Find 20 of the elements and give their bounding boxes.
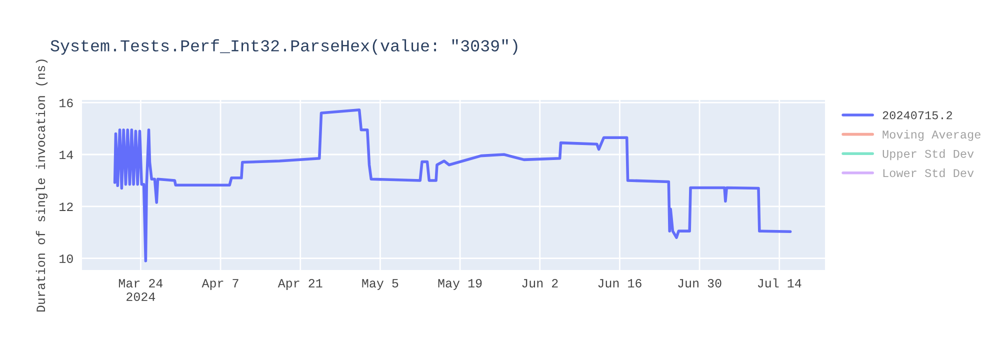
chart-title: System.Tests.Perf_Int32.ParseHex(value: "3039") [50,39,518,55]
x-tick-label: Apr 21 [278,279,322,290]
y-axis-title: Duration of single invocation (ns) [36,60,48,312]
y-tick-label: 12 [60,202,73,211]
x-tick-label: Jul 14 [758,278,802,288]
x-tick-label: Jun 30 [678,279,722,288]
y-tick-label: 10 [60,254,73,263]
x-tick-label: Jun 2 [522,279,558,288]
legend-label: Lower Std Dev [883,168,974,178]
x-tick-label: Jun 16 [598,279,642,288]
y-tick-label: 14 [60,150,74,160]
legend-label: Upper Std Dev [882,149,974,160]
legend-label: 20240715.2 [882,111,952,120]
x-tick-label: May 19 [438,279,482,290]
y-tick-label: 16 [60,98,73,108]
x-tick-label: May 5 [362,279,398,290]
x-tick-label: Apr 7 [202,279,238,290]
x-tick-label: Mar 24 2024 [118,279,163,301]
line-series [113,108,792,262]
legend-label: Moving Average [882,130,980,141]
